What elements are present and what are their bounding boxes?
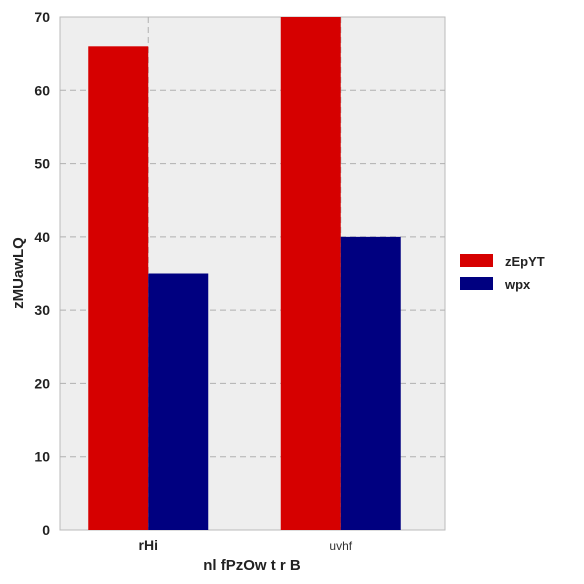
- y-tick-label: 0: [42, 522, 50, 538]
- y-tick-label: 60: [34, 82, 50, 98]
- bar-wpx-uvhf: [340, 236, 401, 530]
- legend: zEpYT wpx: [460, 254, 545, 292]
- y-tick-label: 40: [34, 229, 50, 245]
- bars: [88, 17, 401, 531]
- x-tick-label: rHi: [139, 537, 158, 553]
- y-tick-label: 10: [34, 449, 50, 465]
- legend-swatch: [460, 254, 493, 267]
- y-tick-label: 50: [34, 156, 50, 172]
- y-axis-label: zMUawLQ: [10, 237, 27, 309]
- legend-label: zEpYT: [505, 254, 545, 269]
- tick-labels: 0 10 20 30 40 50 60 70 rHi uvhf: [34, 9, 352, 553]
- bar-zEpYT-rHi: [88, 46, 149, 531]
- x-axis-label: nl fPzOw t r B: [203, 557, 301, 574]
- y-tick-label: 70: [34, 9, 50, 25]
- bar-zEpYT-uvhf: [280, 17, 341, 530]
- legend-swatch: [460, 277, 493, 290]
- y-tick-label: 20: [34, 375, 50, 391]
- bar-wpx-rHi: [148, 273, 209, 530]
- x-tick-label: uvhf: [329, 539, 352, 553]
- y-tick-label: 30: [34, 302, 50, 318]
- legend-label: wpx: [504, 277, 531, 292]
